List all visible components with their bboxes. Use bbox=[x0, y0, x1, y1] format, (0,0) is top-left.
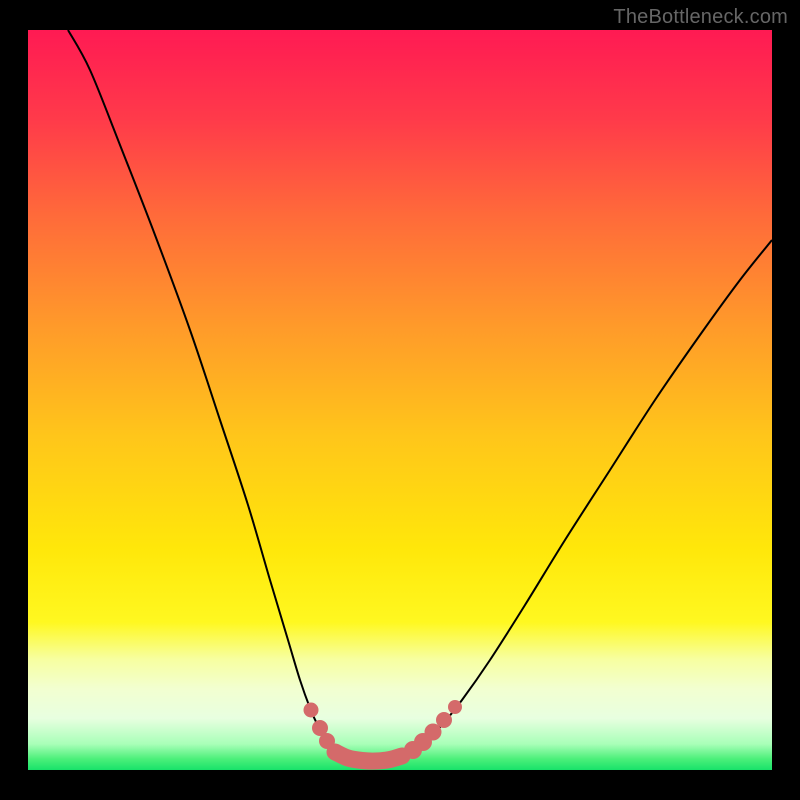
bottleneck-chart bbox=[0, 0, 800, 800]
marker-band-bottom bbox=[335, 752, 402, 761]
marker-dot-left bbox=[304, 703, 319, 718]
chart-container bbox=[0, 0, 800, 800]
marker-dot-right bbox=[436, 712, 452, 728]
marker-dot-right bbox=[448, 700, 462, 714]
marker-dot-left bbox=[319, 733, 335, 749]
plot-area bbox=[28, 30, 772, 770]
watermark-text: TheBottleneck.com bbox=[613, 6, 788, 29]
